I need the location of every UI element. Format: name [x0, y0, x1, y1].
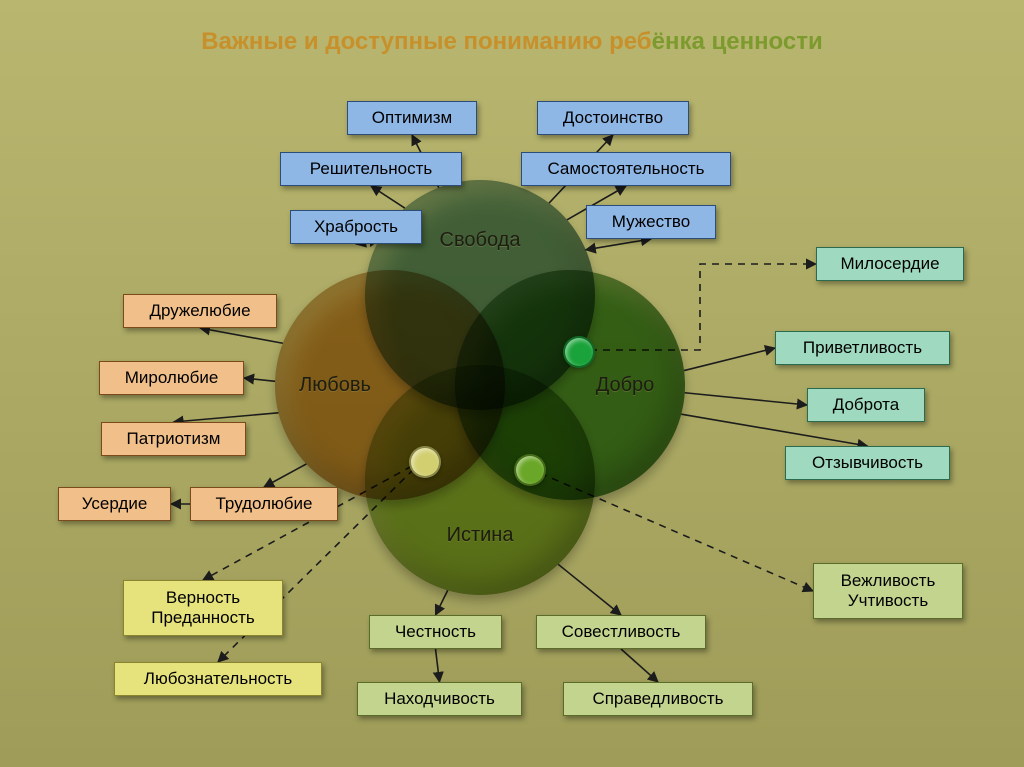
edge [586, 239, 651, 250]
circle-dobro-label: Добро [596, 374, 655, 397]
circle-svoboda-label: Свобода [440, 229, 521, 252]
box-chestnost: Честность [369, 615, 502, 649]
box-reshitelnost: Решительность [280, 152, 462, 186]
edge [558, 564, 621, 615]
edge [200, 328, 283, 343]
box-vernost: Верность Преданность [123, 580, 283, 636]
edge [684, 348, 775, 371]
circle-istina: Истина [365, 365, 595, 595]
marker-istina-l [409, 446, 441, 478]
box-optimizm: Оптимизм [347, 101, 477, 135]
edge [244, 378, 275, 381]
edge [436, 649, 440, 682]
box-samostoyatelnost: Самостоятельность [521, 152, 731, 186]
page-title: Важные и доступные пониманию ребёнка цен… [0, 28, 1024, 56]
box-miloserdie: Милосердие [816, 247, 964, 281]
box-sovestlivost: Совестливость [536, 615, 706, 649]
box-mirolyubie: Миролюбие [99, 361, 244, 395]
box-otzyvchivost: Отзывчивость [785, 446, 950, 480]
edge [174, 413, 279, 422]
box-dostoinstvo: Достоинство [537, 101, 689, 135]
box-patriotizm: Патриотизм [101, 422, 246, 456]
edge [621, 649, 658, 682]
circle-lyubov-label: Любовь [299, 374, 371, 397]
box-dobrota: Доброта [807, 388, 925, 422]
box-hrabrost: Храбрость [290, 210, 422, 244]
edge [264, 464, 306, 487]
box-lyuboznatelnost: Любознательность [114, 662, 322, 696]
edge [371, 186, 405, 208]
diagram-stage: Важные и доступные пониманию ребёнка цен… [0, 0, 1024, 767]
box-muzhestvo: Мужество [586, 205, 716, 239]
marker-istina-r [514, 454, 546, 486]
box-druzhelyubie: Дружелюбие [123, 294, 277, 328]
edge [436, 590, 448, 615]
box-trudolyubie: Трудолюбие [190, 487, 338, 521]
box-privetlivost: Приветливость [775, 331, 950, 365]
box-nakhodchivost: Находчивость [357, 682, 522, 716]
box-spravedlivost: Справедливость [563, 682, 753, 716]
box-userdie: Усердие [58, 487, 171, 521]
marker-dobro [563, 336, 595, 368]
circle-istina-label: Истина [447, 524, 514, 547]
edge [685, 393, 807, 405]
box-vezhlivost: Вежливость Учтивость [813, 563, 963, 619]
